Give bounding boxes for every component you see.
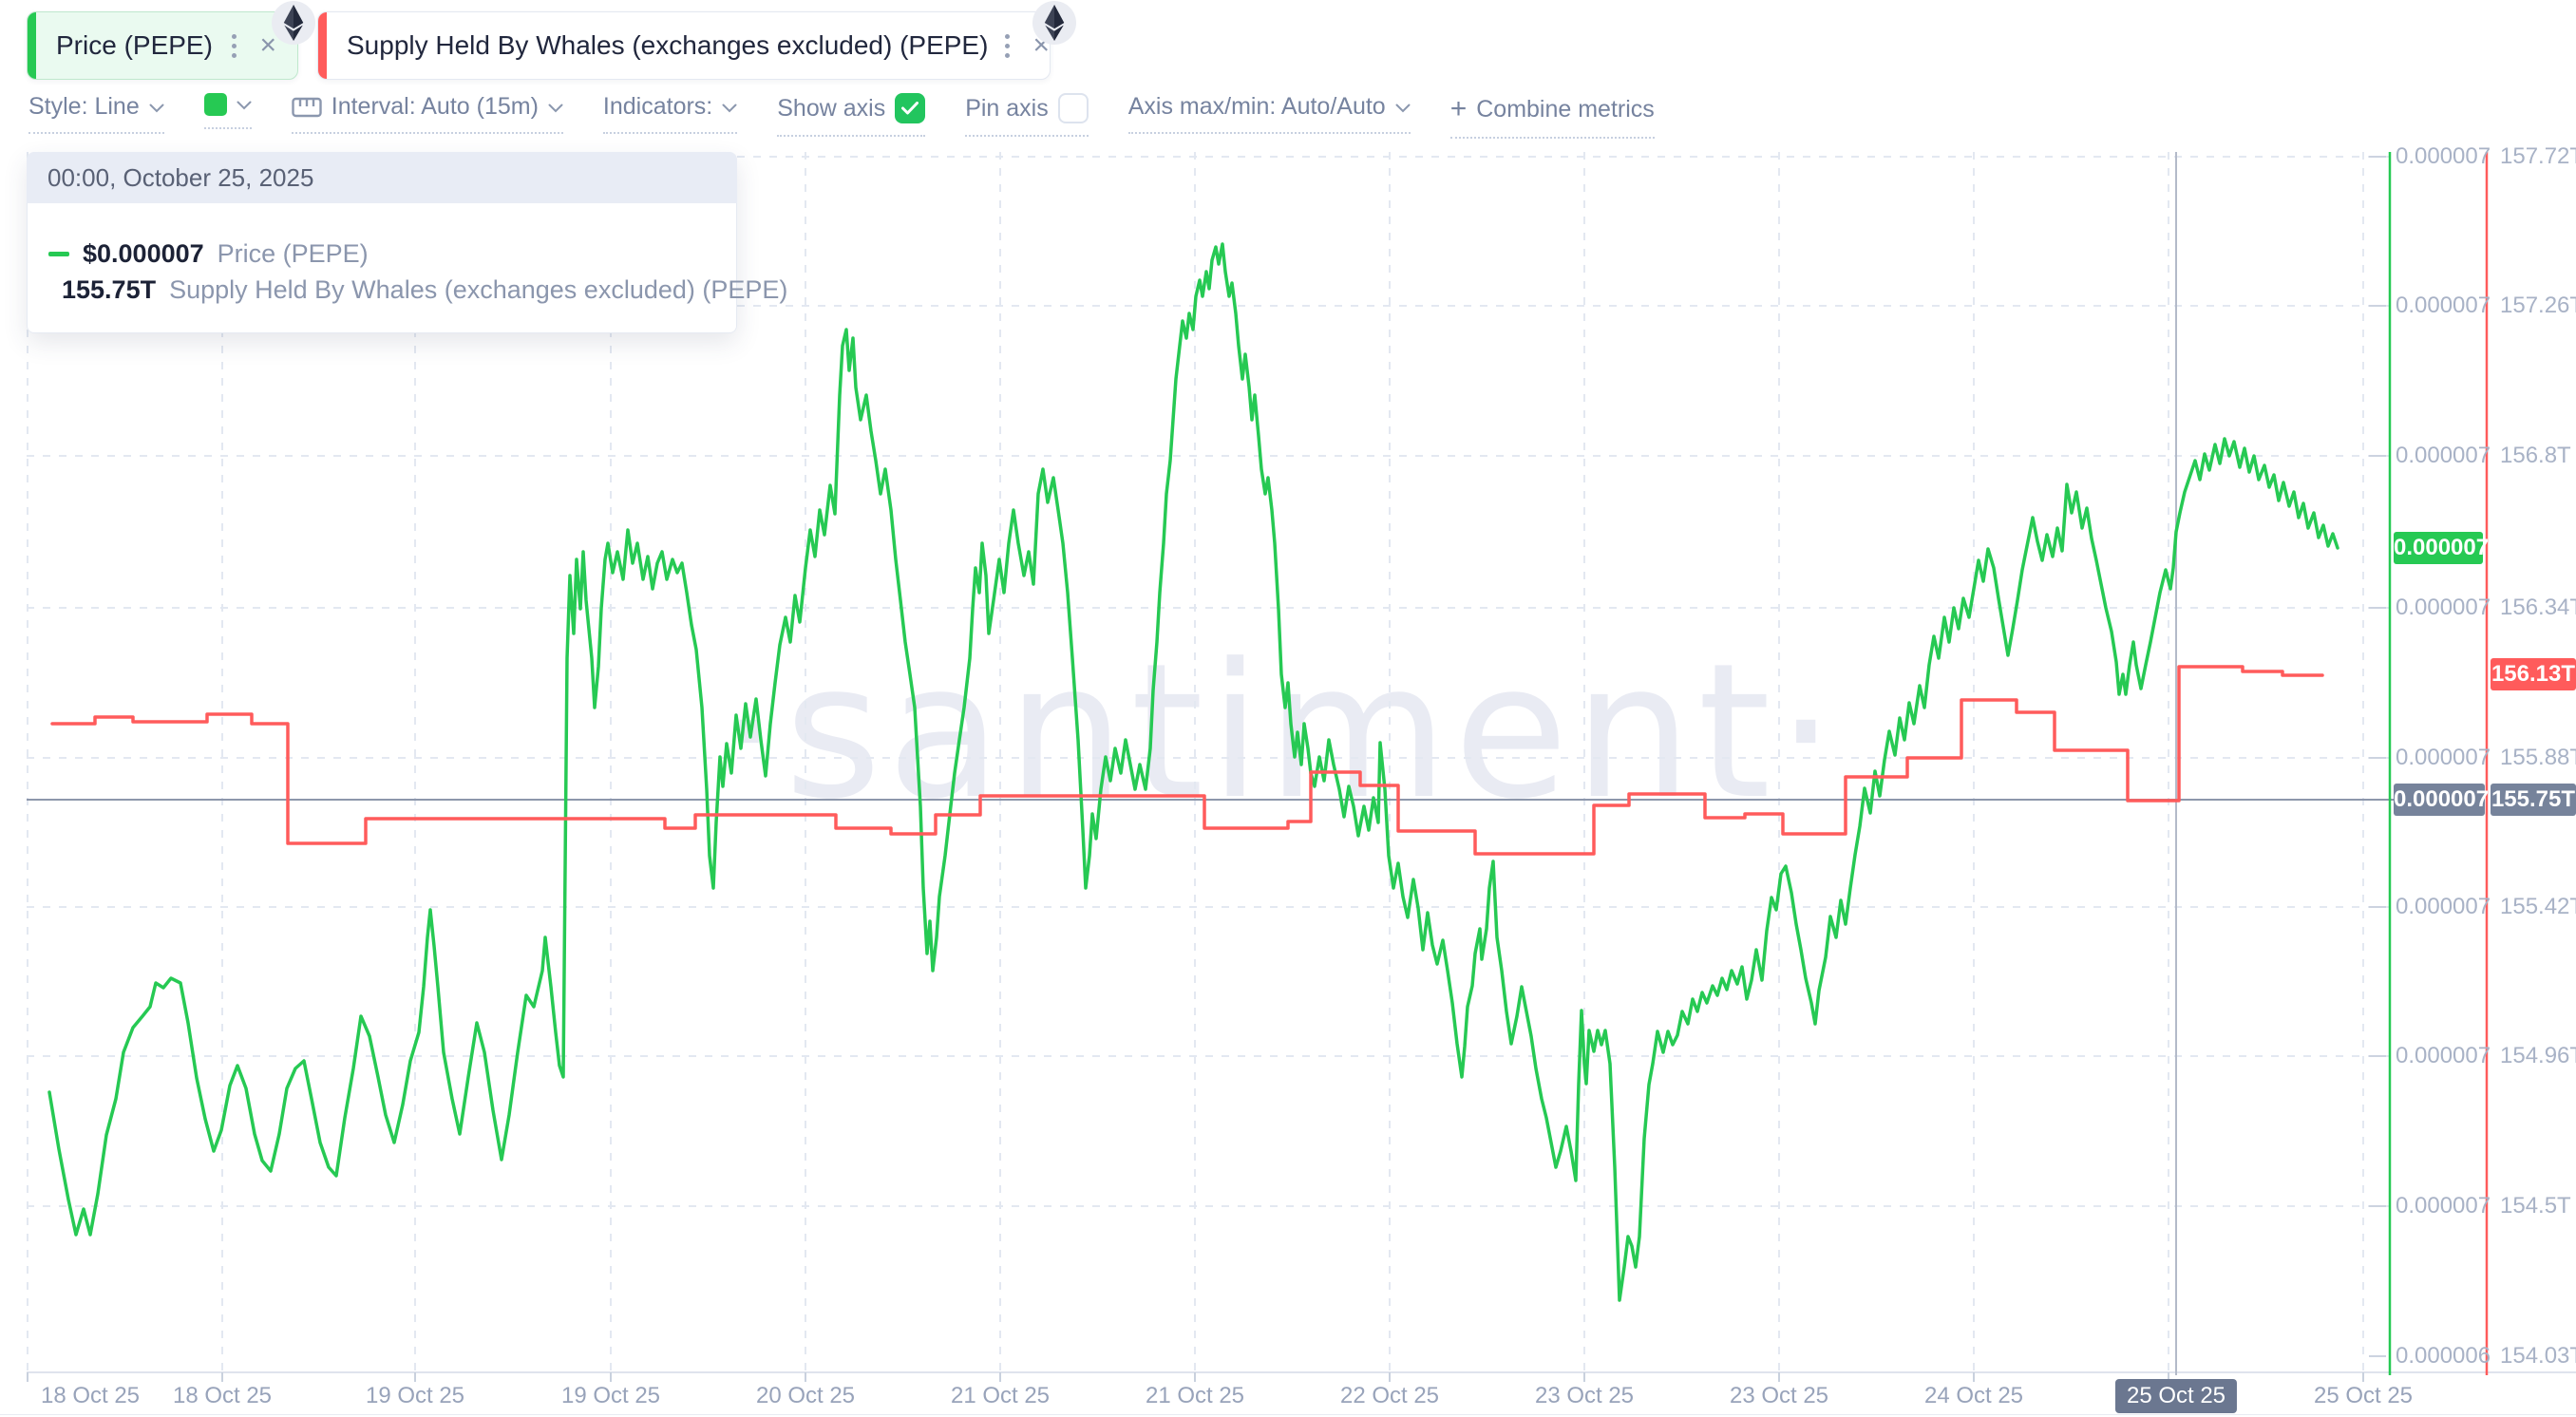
pin-axis-toggle[interactable]: Pin axis (965, 93, 1089, 137)
tooltip-row-supply: 155.75T Supply Held By Whales (exchanges… (48, 272, 787, 308)
axis-maxmin-label: Axis max/min: Auto/Auto (1127, 93, 1386, 120)
price-tick-label: 0.000007 (2396, 1043, 2491, 1068)
price-tick-label: 0.000006 (2396, 1343, 2491, 1369)
price-tick-label: 0.000007 (2396, 894, 2491, 919)
tab-price-pepe[interactable]: Price (PEPE) × (27, 11, 298, 80)
price-tick-label: 0.000007 (2396, 443, 2491, 468)
price-tick-label: 0.000007 (2396, 143, 2491, 169)
supply-tick-label: 154.96T (2500, 1043, 2576, 1068)
tab-supply-held-by-whales[interactable]: Supply Held By Whales (exchanges exclude… (317, 11, 1051, 80)
date-label: 18 Oct 25 (172, 1383, 273, 1408)
ethereum-icon (272, 1, 315, 45)
combine-metrics-label: Combine metrics (1476, 95, 1655, 123)
date-label: 23 Oct 25 (1729, 1383, 1829, 1408)
indicators-label: Indicators: (602, 93, 713, 120)
kebab-menu-icon[interactable] (988, 33, 1027, 58)
chevron-down-icon (237, 101, 252, 110)
date-label: 25 Oct 25 (2313, 1383, 2414, 1408)
interval-dropdown[interactable]: Interval: Auto (15m) (291, 93, 563, 134)
supply-tick-label: 157.26T (2500, 293, 2576, 318)
interval-label: Interval: Auto (15m) (331, 93, 539, 120)
tooltip-supply-value: 155.75T (62, 274, 157, 304)
date-label: 19 Oct 25 (365, 1383, 465, 1408)
date-label: 19 Oct 25 (560, 1383, 661, 1408)
chevron-down-icon (548, 104, 563, 112)
ruler-icon (292, 97, 322, 117)
date-label: 18 Oct 25 (40, 1383, 141, 1408)
tooltip-body: $0.000007 Price (PEPE) 155.75T Supply He… (27, 203, 787, 333)
tab-accent-green (28, 12, 36, 79)
date-label: 21 Oct 25 (1145, 1383, 1245, 1408)
chart-toolbar: Style: Line Interval: Auto (15m) Indicat… (28, 93, 1655, 139)
chevron-down-icon (722, 104, 737, 112)
supply-current-badge: 156.13T (2491, 658, 2576, 690)
price-tick-label: 0.000007 (2396, 1193, 2491, 1219)
price-line-series (47, 242, 2339, 1302)
show-axis-label: Show axis (777, 94, 886, 122)
supply-line-series (50, 665, 2324, 856)
tab-label: Price (PEPE) (56, 30, 213, 60)
green-series-dash-icon (48, 251, 69, 256)
date-label: 23 Oct 25 (1534, 1383, 1635, 1408)
combine-metrics-button[interactable]: + Combine metrics (1449, 93, 1655, 139)
price-tick-label: 0.000007 (2396, 595, 2491, 620)
tab-label: Supply Held By Whales (exchanges exclude… (347, 30, 989, 60)
chevron-down-icon (1395, 104, 1411, 112)
style-label: Style: Line (28, 93, 140, 120)
date-label: 24 Oct 25 (1923, 1383, 2024, 1408)
checkbox-unchecked-icon[interactable] (1057, 93, 1089, 123)
indicators-dropdown[interactable]: Indicators: (602, 93, 738, 134)
price-current-badge: 0.000007 (2394, 532, 2489, 564)
pin-axis-label: Pin axis (965, 94, 1049, 122)
supply-tick-label: 157.72T (2500, 143, 2576, 169)
crosshair-price-badge: 0.000007 (2394, 784, 2489, 816)
kebab-menu-icon[interactable] (215, 33, 254, 58)
supply-tick-label: 155.42T (2500, 894, 2576, 919)
checkbox-checked-icon[interactable] (895, 93, 926, 123)
ethereum-icon (1032, 1, 1076, 45)
price-tick-label: 0.000007 (2396, 745, 2491, 770)
tooltip-date: 00:00, October 25, 2025 (27, 152, 737, 203)
color-swatch (203, 93, 227, 116)
color-swatch-dropdown[interactable] (203, 93, 252, 129)
date-label-highlighted: 25 Oct 25 (2114, 1379, 2238, 1413)
tab-accent-red (318, 12, 327, 79)
supply-tick-label: 154.03T (2500, 1343, 2576, 1369)
tooltip-price-value: $0.000007 (83, 238, 204, 268)
date-label: 21 Oct 25 (950, 1383, 1051, 1408)
supply-tick-label: 156.8T (2500, 443, 2571, 468)
price-tick-label: 0.000007 (2396, 293, 2491, 318)
supply-tick-label: 156.34T (2500, 595, 2576, 620)
style-dropdown[interactable]: Style: Line (28, 93, 164, 134)
crosshair-supply-badge: 155.75T (2491, 784, 2576, 816)
crosshair-tooltip: 00:00, October 25, 2025 $0.000007 Price … (27, 152, 787, 333)
supply-tick-label: 155.88T (2500, 745, 2576, 770)
tooltip-row-price: $0.000007 Price (PEPE) (48, 236, 713, 272)
date-label: 20 Oct 25 (755, 1383, 856, 1408)
tooltip-supply-label: Supply Held By Whales (exchanges exclude… (169, 274, 788, 304)
tooltip-price-label: Price (PEPE) (217, 238, 369, 268)
date-label: 22 Oct 25 (1339, 1383, 1440, 1408)
plus-icon: + (1449, 93, 1468, 124)
show-axis-toggle[interactable]: Show axis (777, 93, 926, 137)
close-icon[interactable]: × (259, 29, 276, 61)
supply-tick-label: 154.5T (2500, 1193, 2571, 1219)
chevron-down-icon (149, 104, 164, 112)
axis-maxmin-dropdown[interactable]: Axis max/min: Auto/Auto (1127, 93, 1411, 134)
bottom-divider (0, 1414, 2576, 1415)
santiment-watermark: ·santiment· (720, 624, 1842, 841)
